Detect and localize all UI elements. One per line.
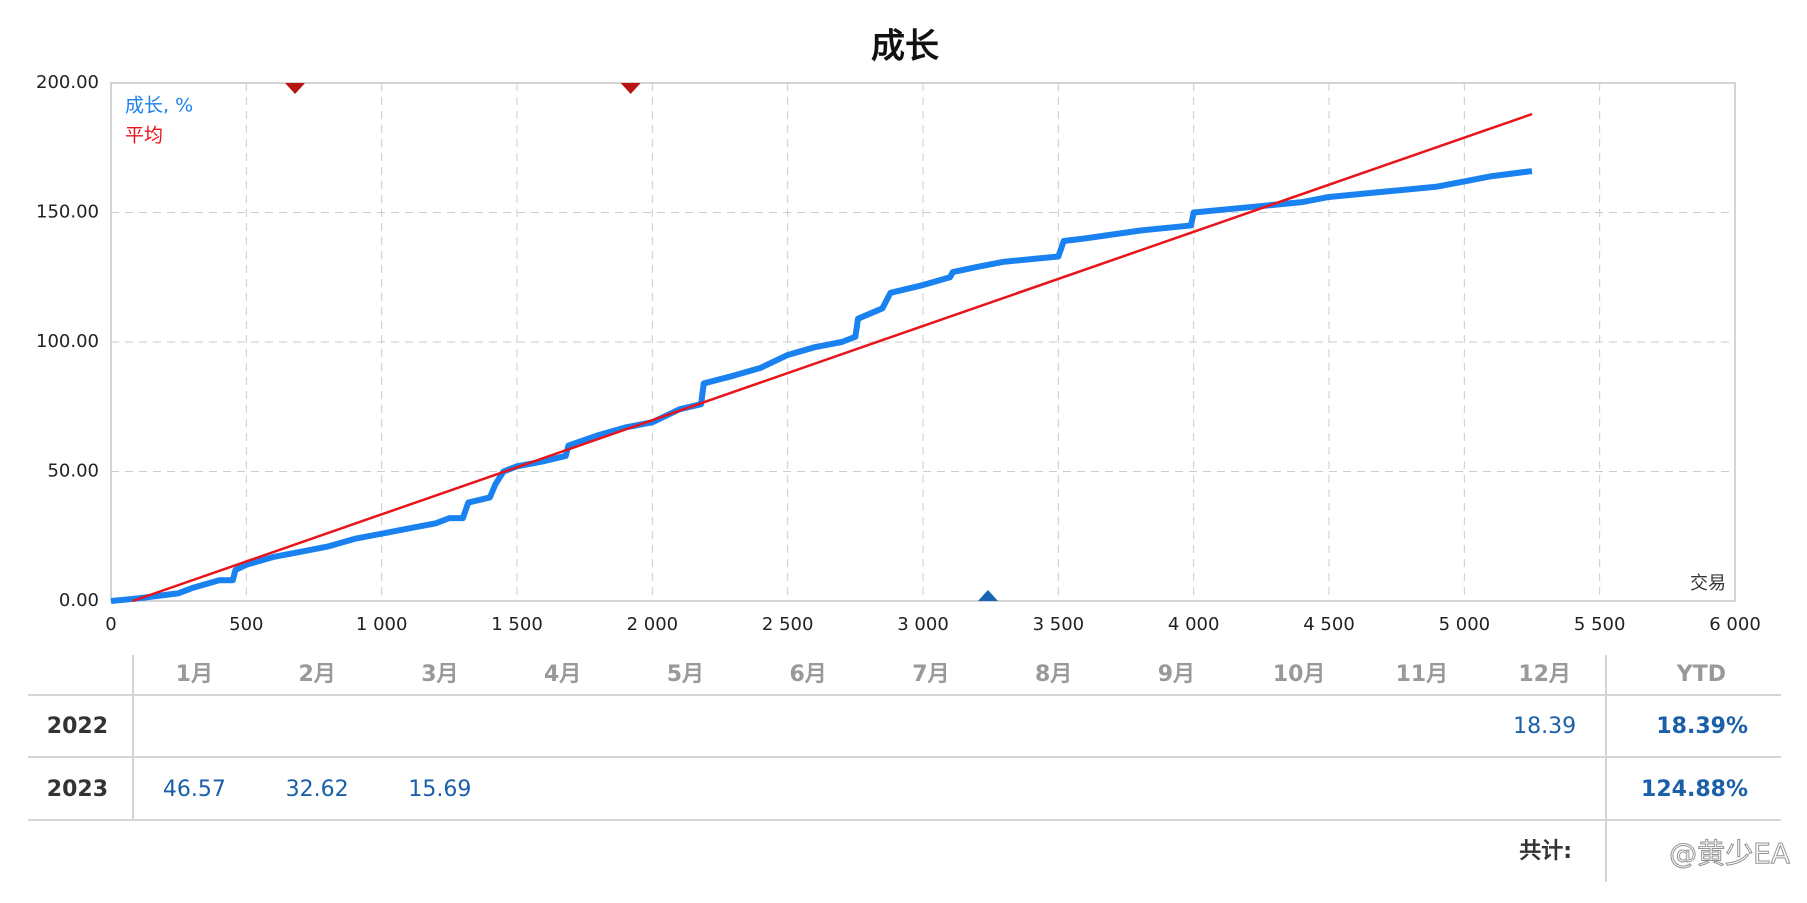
table-header: 2月 <box>298 662 335 687</box>
month-value: 46.57 <box>163 777 226 802</box>
legend-entry: 成长, % <box>125 95 193 117</box>
x-tick-label: 500 <box>229 614 263 635</box>
y-tick-label: 0.00 <box>59 590 99 611</box>
x-tick-label: 1 500 <box>491 614 543 635</box>
ytd-value: 124.88% <box>1641 777 1748 802</box>
watermark: @黄少EA <box>1669 837 1790 870</box>
x-tick-label: 4 500 <box>1303 614 1355 635</box>
y-tick-label: 150.00 <box>36 202 99 223</box>
table-header: 6月 <box>789 662 826 687</box>
marker <box>977 590 998 601</box>
month-value: 15.69 <box>408 777 471 802</box>
legend-entry: 平均 <box>125 125 163 147</box>
x-tick-label: 4 000 <box>1168 614 1220 635</box>
month-value: 32.62 <box>286 777 349 802</box>
marker <box>285 83 306 94</box>
x-tick-label: 1 000 <box>356 614 408 635</box>
total-label: 共计: <box>1519 839 1572 864</box>
x-tick-label: 5 500 <box>1574 614 1626 635</box>
marker <box>620 83 641 94</box>
table-header: 7月 <box>912 662 949 687</box>
row-year: 2022 <box>47 714 108 739</box>
series-line <box>110 168 1533 604</box>
ytd-value: 18.39% <box>1656 714 1748 739</box>
x-tick-label: 5 000 <box>1439 614 1491 635</box>
chart-title: 成长 <box>871 27 939 67</box>
table-header: 4月 <box>544 662 581 687</box>
y-tick-label: 100.00 <box>36 331 99 352</box>
x-tick-label: 2 500 <box>762 614 814 635</box>
x-axis-label: 交易 <box>1690 573 1726 594</box>
table-header: 10月 <box>1273 662 1326 687</box>
x-tick-label: 2 000 <box>627 614 679 635</box>
row-year: 2023 <box>47 777 108 802</box>
table-header: YTD <box>1676 662 1726 687</box>
series-line <box>132 112 1533 603</box>
x-tick-label: 0 <box>105 614 116 635</box>
month-value: 18.39 <box>1513 714 1576 739</box>
table-header: 9月 <box>1158 662 1195 687</box>
table-header: 5月 <box>667 662 704 687</box>
y-tick-label: 200.00 <box>36 72 99 93</box>
table-header: 8月 <box>1035 662 1072 687</box>
table-header: 11月 <box>1396 662 1449 687</box>
x-tick-label: 3 000 <box>897 614 949 635</box>
y-tick-label: 50.00 <box>47 461 99 482</box>
table-header: 3月 <box>421 662 458 687</box>
x-tick-label: 6 000 <box>1709 614 1761 635</box>
table-header: 1月 <box>176 662 213 687</box>
x-tick-label: 3 500 <box>1033 614 1085 635</box>
table-header: 12月 <box>1518 662 1571 687</box>
